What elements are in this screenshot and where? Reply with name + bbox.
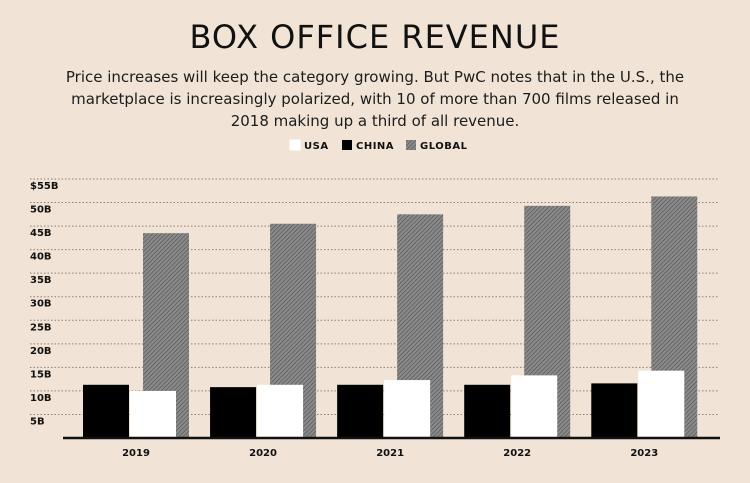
y-tick-label: 40B <box>30 252 52 263</box>
y-tick-label: 20B <box>30 346 52 357</box>
y-tick-label: 35B <box>30 275 52 286</box>
chart-title: BOX OFFICE REVENUE <box>189 18 561 56</box>
y-tick-label: 15B <box>30 369 52 380</box>
y-axis: 5B 10B 15B 20B 25B 30B 35B 40B 45B 50B $55B <box>30 181 59 427</box>
y-tick-label: 25B <box>30 322 52 333</box>
bar-usa-2022 <box>511 375 558 438</box>
bar-usa-2023 <box>638 370 685 438</box>
legend-swatch-usa <box>289 139 301 151</box>
x-tick-label: 2020 <box>249 448 277 459</box>
y-tick-label: 5B <box>30 416 45 427</box>
bar-china-2023 <box>591 383 638 438</box>
legend-swatch-china <box>342 140 352 150</box>
bar-china-2022 <box>464 384 511 438</box>
chart-subtitle: Price increases will keep the category g… <box>65 68 685 130</box>
bars <box>83 196 698 438</box>
bar-usa-2021 <box>384 380 431 438</box>
x-tick-label: 2023 <box>630 448 658 459</box>
legend-swatch-global <box>406 140 416 150</box>
bar-china-2021 <box>337 384 384 438</box>
legend-label-usa: USA <box>304 141 329 152</box>
x-tick-label: 2022 <box>503 448 531 459</box>
bar-china-2020 <box>210 387 257 438</box>
y-tick-label: $55B <box>30 181 59 192</box>
y-tick-label: 45B <box>30 228 52 239</box>
gridlines <box>30 178 718 415</box>
y-tick-label: 10B <box>30 393 52 404</box>
legend: USA CHINA GLOBAL <box>289 139 468 152</box>
legend-label-china: CHINA <box>356 141 394 152</box>
y-tick-label: 50B <box>30 205 52 216</box>
x-axis: 2019 2020 2021 2022 2023 <box>63 436 720 459</box>
bar-usa-2019 <box>130 390 176 438</box>
y-tick-label: 30B <box>30 299 52 310</box>
bar-usa-2020 <box>257 384 304 438</box>
x-tick-label: 2019 <box>122 448 150 459</box>
bar-china-2019 <box>83 384 129 438</box>
legend-label-global: GLOBAL <box>420 141 468 152</box>
x-tick-label: 2021 <box>376 448 404 459</box>
